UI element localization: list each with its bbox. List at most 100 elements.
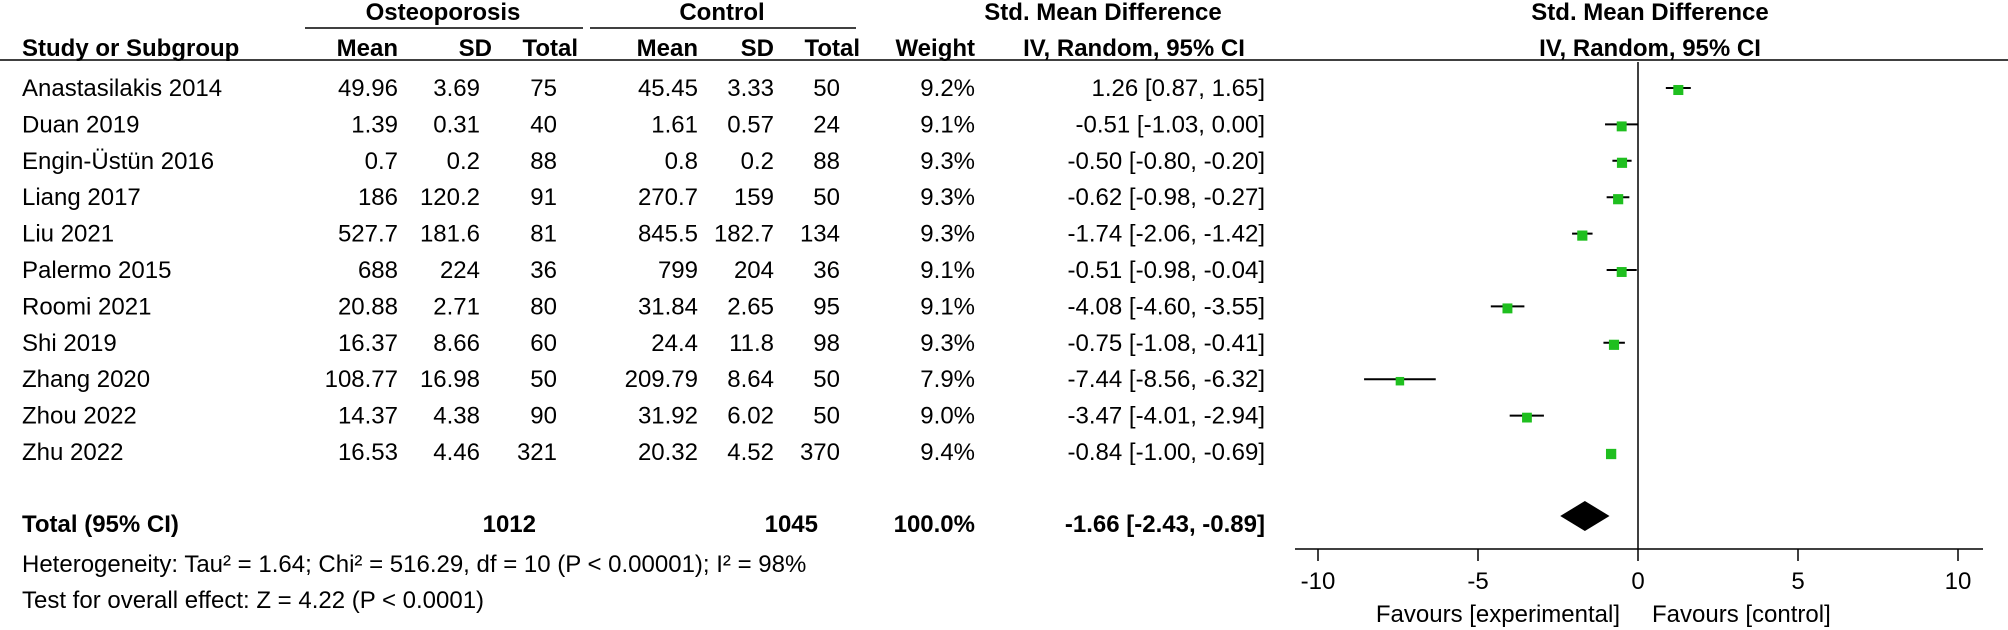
- exp-total: 80: [530, 293, 557, 320]
- overall-effect-text: Test for overall effect: Z = 4.22 (P < 0…: [22, 587, 484, 614]
- weight: 9.3%: [920, 184, 975, 211]
- exp-total: 81: [530, 221, 557, 248]
- weight: 7.9%: [920, 366, 975, 393]
- total-label: Total (95% CI): [22, 511, 179, 538]
- exp-mean: 1.39: [351, 111, 398, 138]
- exp-total: 90: [530, 403, 557, 430]
- group-header-control: Control: [679, 0, 764, 26]
- ctl-mean: 845.5: [638, 221, 698, 248]
- weight: 9.3%: [920, 221, 975, 248]
- study-name: Palermo 2015: [22, 257, 171, 284]
- ci-text: -0.50 [-0.80, -0.20]: [1068, 148, 1265, 175]
- exp-sd: 4.38: [433, 403, 480, 430]
- ctl-total: 95: [813, 293, 840, 320]
- column-header-exp-mean: Mean: [337, 35, 398, 62]
- table-row: Palermo 2015 688 224 36 799 204 36 9.1% -0.51 [-…: [22, 257, 1265, 284]
- weight: 9.4%: [920, 439, 975, 466]
- exp-sd: 181.6: [420, 221, 480, 248]
- exp-total: 60: [530, 330, 557, 357]
- exp-sd: 2.71: [433, 293, 480, 320]
- study-name: Engin-Üstün 2016: [22, 148, 214, 175]
- point-estimate: [1608, 339, 1620, 350]
- ci-text: -0.75 [-1.08, -0.41]: [1068, 330, 1265, 357]
- weight: 9.1%: [920, 111, 975, 138]
- table-row: Engin-Üstün 2016 0.7 0.2 88 0.8 0.2 88 9.3% -0.5…: [22, 148, 1265, 175]
- ci-text: -0.51 [-1.03, 0.00]: [1076, 111, 1265, 138]
- study-marker: [1509, 412, 1544, 423]
- ctl-mean: 209.79: [625, 366, 698, 393]
- ctl-mean: 0.8: [665, 148, 698, 175]
- ctl-total: 50: [813, 403, 840, 430]
- study-name: Anastasilakis 2014: [22, 75, 222, 102]
- exp-total: 88: [530, 148, 557, 175]
- exp-sd: 8.66: [433, 330, 480, 357]
- weight: 9.0%: [920, 403, 975, 430]
- ctl-mean: 24.4: [651, 330, 698, 357]
- x-tick-label: 0: [1631, 568, 1644, 595]
- table-row: Duan 2019 1.39 0.31 40 1.61 0.57 24 9.1% -0.51 […: [22, 111, 1265, 138]
- table-row: Zhang 2020 108.77 16.98 50 209.79 8.64 50 7.9% -…: [22, 366, 1265, 393]
- exp-mean: 688: [358, 257, 398, 284]
- exp-mean: 186: [358, 184, 398, 211]
- ctl-sd: 159: [734, 184, 774, 211]
- ctl-sd: 0.2: [741, 148, 774, 175]
- study-marker: [1603, 339, 1625, 350]
- exp-total: 321: [517, 439, 557, 466]
- study-rows: Anastasilakis 2014 49.96 3.69 75 45.45 3.33 50…: [22, 75, 1265, 466]
- ci-text: -4.08 [-4.60, -3.55]: [1068, 293, 1265, 320]
- point-estimate: [1395, 376, 1405, 386]
- point-estimate: [1616, 121, 1627, 132]
- point-estimate: [1502, 303, 1513, 314]
- column-header-ctl-sd: SD: [741, 35, 774, 62]
- exp-total: 36: [530, 257, 557, 284]
- exp-mean: 16.53: [338, 439, 398, 466]
- table-row: Anastasilakis 2014 49.96 3.69 75 45.45 3.33 50…: [22, 75, 1265, 102]
- heterogeneity-text: Heterogeneity: Tau² = 1.64; Chi² = 516.2…: [22, 551, 806, 578]
- plot-method: IV, Random, 95% CI: [1539, 35, 1761, 62]
- exp-mean: 108.77: [325, 366, 398, 393]
- exp-sd: 0.2: [447, 148, 480, 175]
- weight: 9.1%: [920, 293, 975, 320]
- exp-total: 50: [530, 366, 557, 393]
- column-header-exp-sd: SD: [459, 35, 492, 62]
- exp-mean: 20.88: [338, 293, 398, 320]
- ctl-sd: 8.64: [727, 366, 774, 393]
- weight: 9.3%: [920, 148, 975, 175]
- exp-mean: 0.7: [365, 148, 398, 175]
- study-marker: [1605, 448, 1617, 460]
- ci-text: -1.74 [-2.06, -1.42]: [1068, 221, 1265, 248]
- study-marker: [1572, 230, 1593, 241]
- x-tick-label: -5: [1467, 568, 1488, 595]
- ci-text: -0.51 [-0.98, -0.04]: [1068, 257, 1265, 284]
- summary-diamond: [1560, 501, 1610, 531]
- ctl-total: 50: [813, 366, 840, 393]
- study-name: Liang 2017: [22, 184, 141, 211]
- study-name: Zhu 2022: [22, 439, 123, 466]
- study-marker: [1605, 121, 1638, 132]
- ctl-mean: 799: [658, 257, 698, 284]
- point-estimate: [1616, 267, 1627, 277]
- exp-sd: 224: [440, 257, 480, 284]
- column-header-weight: Weight: [895, 35, 975, 62]
- exp-sd: 16.98: [420, 366, 480, 393]
- table-row: Liang 2017 186 120.2 91 270.7 159 50 9.3% -0.62 …: [22, 184, 1265, 211]
- weight: 9.3%: [920, 330, 975, 357]
- weight: 9.1%: [920, 257, 975, 284]
- total-weight: 100.0%: [894, 511, 975, 538]
- ctl-mean: 31.84: [638, 293, 698, 320]
- ctl-sd: 4.52: [727, 439, 774, 466]
- weight: 9.2%: [920, 75, 975, 102]
- favours-right-label: Favours [control]: [1652, 601, 1831, 628]
- ctl-mean: 45.45: [638, 75, 698, 102]
- table-row: Liu 2021 527.7 181.6 81 845.5 182.7 134 9.3% -1.…: [22, 221, 1265, 248]
- exp-mean: 527.7: [338, 221, 398, 248]
- total-ctl-n: 1045: [765, 511, 818, 538]
- total-row: Total (95% CI) 1012 1045 100.0% -1.66 [-…: [22, 511, 1265, 538]
- ctl-total: 134: [800, 221, 840, 248]
- point-estimate: [1613, 194, 1624, 205]
- ctl-total: 88: [813, 148, 840, 175]
- plot-title: Std. Mean Difference: [1531, 0, 1768, 26]
- study-name: Duan 2019: [22, 111, 139, 138]
- ctl-sd: 3.33: [727, 75, 774, 102]
- ctl-sd: 182.7: [714, 221, 774, 248]
